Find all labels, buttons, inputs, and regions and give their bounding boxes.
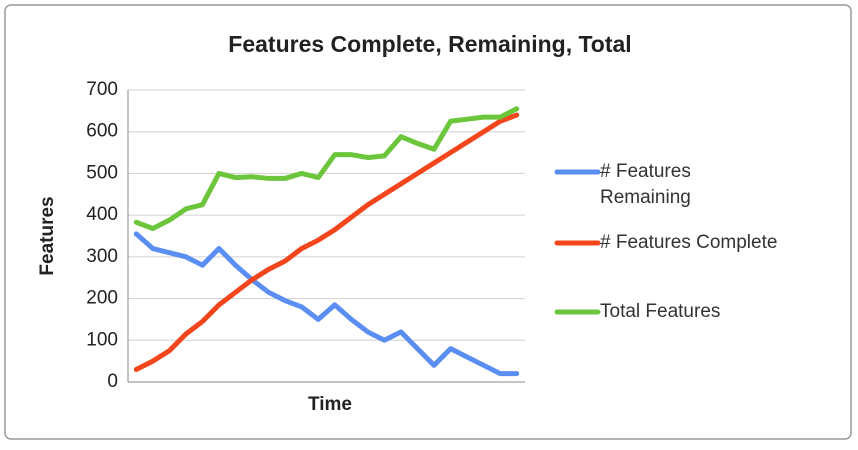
chart-border [4,4,852,440]
y-tick-label: 0 [107,371,118,392]
y-axis-title: Features [37,196,58,275]
series-line [133,112,520,372]
legend-label: # Features Complete [600,232,778,253]
x-axis-title: Time [308,394,352,415]
y-tick-label: 100 [86,329,118,350]
y-tick-label: 200 [86,288,118,309]
y-tick-label: 700 [86,79,118,100]
legend-label: # Features Remaining [600,161,691,208]
chart-title: Features Complete, Remaining, Total [228,31,631,57]
y-tick-label: 500 [86,162,118,183]
series-line [133,231,520,377]
y-tick-label: 600 [86,121,118,142]
legend-label: Total Features [600,301,721,322]
series-line [133,106,520,231]
y-tick-label: 300 [86,246,118,267]
y-tick-label: 400 [86,204,118,225]
